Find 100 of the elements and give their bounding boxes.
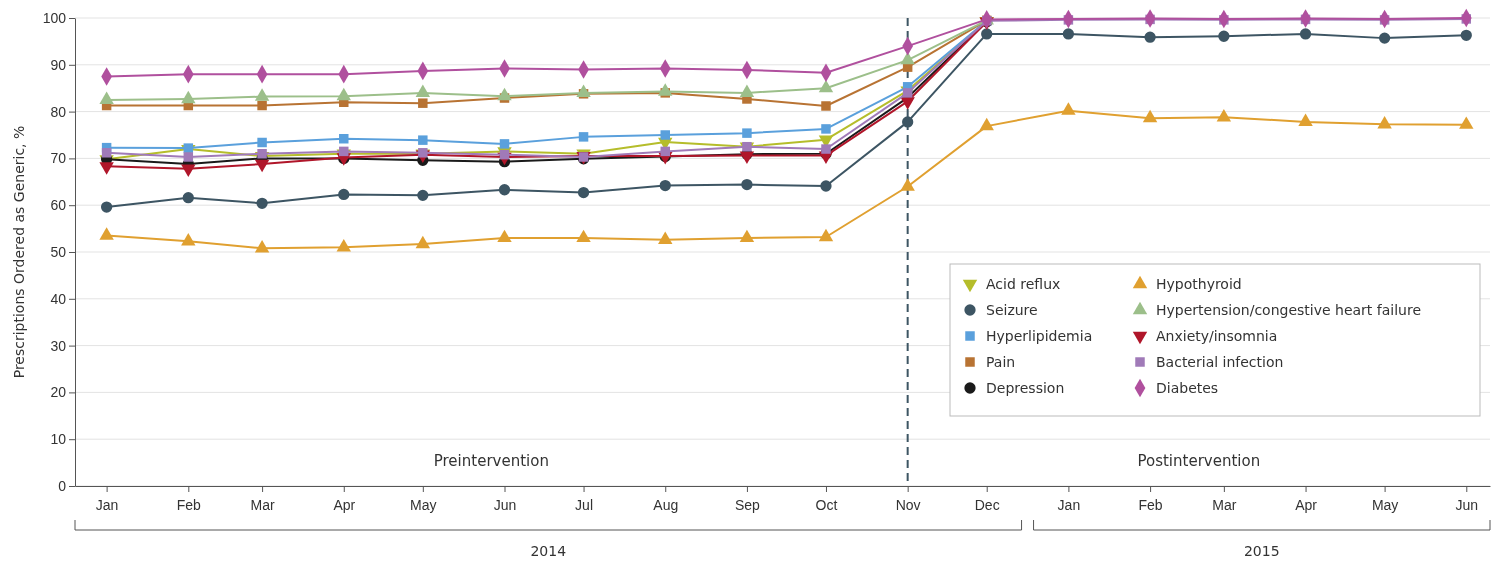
y-tick-label: 50 [50,243,67,260]
point [1061,102,1076,115]
point [257,100,267,111]
y-tick-label: 30 [50,337,67,354]
point [254,88,270,101]
legend-label: Anxiety/insomnia [1156,328,1278,344]
point [902,116,914,128]
point [739,84,755,98]
point [336,87,351,101]
point [499,139,510,149]
point [660,146,670,157]
x-tick-label: May [410,496,437,513]
text: 2014 [530,543,567,559]
point [979,117,994,131]
point [1299,28,1312,40]
point [339,134,349,144]
point [742,128,752,138]
point [183,143,194,153]
y-tick-label: 70 [50,150,67,167]
x-tick-label: Jan [95,496,119,513]
point [821,144,831,154]
legend-label: Diabetes [1156,380,1219,396]
y-tick-label: 10 [50,431,67,448]
point [99,91,114,105]
point [256,197,268,209]
point [183,152,194,162]
point [1142,109,1158,123]
x-tick-label: Jul [575,496,594,513]
x-tick-label: Nov [895,496,921,513]
point [1378,32,1391,44]
point [1218,30,1230,42]
point [660,130,670,140]
y-tick-label: 20 [50,384,67,401]
point [181,232,196,246]
point [739,229,755,243]
point [981,28,993,40]
point [900,178,915,191]
point [418,98,428,108]
point [659,179,671,192]
point [254,239,270,253]
legend-label: Hypothyroid [1156,276,1242,292]
point [821,101,831,111]
point [818,228,834,242]
y-tick-label: 0 [58,477,67,494]
y-tick-label: 100 [42,9,67,26]
point [1216,108,1232,122]
y-tick-label: 90 [50,56,67,73]
point [741,178,753,191]
point [1298,113,1313,127]
point [339,146,349,157]
legend-label: Acid reflux [986,276,1061,292]
point [1377,115,1392,129]
legend-label: Bacterial infection [1156,354,1284,370]
x-tick-label: Oct [815,496,838,513]
x-tick-label: Mar [1212,496,1237,513]
point [578,132,589,142]
y-tick-label: 60 [50,197,67,214]
point [99,227,114,240]
x-tick-label: Sep [734,496,761,513]
point [900,51,915,65]
point [257,148,267,159]
x-tick-label: Jun [1455,496,1479,513]
point [415,235,431,249]
annotation: Postintervention [1137,452,1261,470]
legend-label: Hyperlipidemia [986,328,1093,344]
x-tick-label: Feb [176,496,202,513]
point [257,137,267,148]
point [182,192,194,204]
point [576,229,591,243]
x-tick-label: Jan [1057,496,1081,513]
point [1460,29,1472,41]
x-tick-label: Aug [653,496,679,513]
legend-label: Depression [986,380,1065,396]
point [658,83,673,96]
point [1062,28,1075,40]
point [100,201,113,213]
y-axis-title: Prescriptions Ordered as Generic, % [11,125,27,379]
annotation: Preintervention [433,452,549,470]
point [336,239,351,252]
point [658,231,673,244]
legend-label: Seizure [986,302,1038,318]
x-tick-label: Apr [1295,496,1318,513]
point [1459,116,1474,129]
point [497,87,512,101]
legend-label: Hypertension/congestive heart failure [1156,302,1422,318]
point [415,84,431,98]
x-tick-label: Mar [250,496,275,513]
x-tick-label: Feb [1138,496,1163,513]
text: 2015 [1243,543,1280,559]
point [101,148,112,158]
point [338,188,350,201]
point [821,124,831,134]
point [417,189,429,201]
point [820,180,832,192]
point [498,184,511,196]
x-tick-label: Jun [493,496,517,513]
x-tick-label: Dec [974,496,1000,513]
point [576,84,591,98]
y-tick-label: 80 [50,103,67,120]
point [577,186,590,199]
